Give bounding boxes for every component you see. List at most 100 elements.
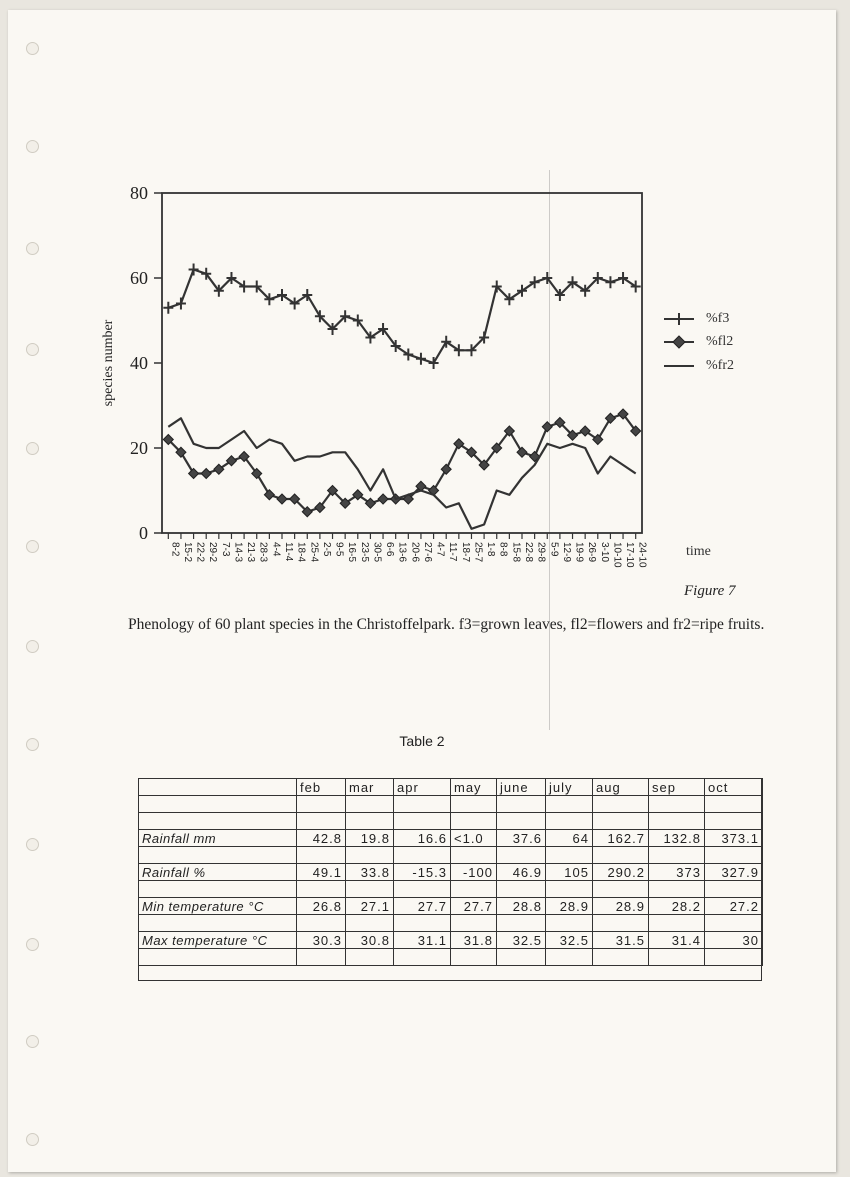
row-label: Min temperature °C: [138, 897, 297, 915]
x-tick-label: 12-9: [561, 542, 572, 562]
point-plus-marker: [479, 331, 490, 344]
y-tick-label: 20: [130, 438, 148, 458]
row-label: Rainfall %: [138, 863, 297, 881]
table-row: Max temperature °C 30.3 30.8 31.1 31.8 3…: [138, 931, 763, 949]
table-cell: 32.5: [496, 931, 546, 949]
point-plus-marker: [277, 289, 287, 301]
punch-hole: [26, 1133, 39, 1146]
point-plus-marker: [213, 284, 224, 297]
legend-label-fl2: %fl2: [706, 334, 734, 349]
table-cell: 28.9: [545, 897, 593, 915]
phenology-line-chart: 0 20 40 60 80 species number 8-2 15-2 22-2 29-2 7-…: [101, 183, 648, 568]
point-plus-marker: [226, 272, 237, 284]
point-diamond-marker: [276, 493, 288, 505]
point-diamond-marker: [301, 506, 313, 518]
legend-markers: [664, 313, 694, 367]
table-cell: 33.8: [345, 863, 394, 881]
point-plus-marker: [314, 310, 325, 323]
legend-label-f3: %f3: [706, 311, 730, 326]
document-page: 0 20 40 60 80 species number 8-2 15-2 22-2 29-2 7-…: [8, 10, 836, 1172]
x-tick-label: 26-9: [586, 542, 597, 562]
x-tick-label: 28-3: [258, 542, 269, 562]
point-diamond-marker: [453, 438, 465, 450]
x-tick-label: 15-2: [182, 542, 193, 562]
point-diamond-marker: [288, 493, 301, 505]
table-cell: 31.8: [450, 931, 497, 949]
spacer-row: [138, 914, 763, 932]
punch-hole: [26, 738, 39, 751]
point-plus-marker: [618, 272, 629, 284]
x-tick-label: 21-3: [245, 542, 256, 562]
x-tick-label: 11-7: [447, 542, 458, 562]
col-header: feb: [296, 778, 346, 796]
y-tick-label: 80: [130, 183, 148, 203]
x-tick-label: 25-7: [472, 542, 483, 562]
table-cell: 31.5: [592, 931, 649, 949]
col-header: aug: [592, 778, 649, 796]
point-plus-marker: [327, 323, 338, 335]
spacer-row: [138, 795, 763, 813]
point-plus-marker: [201, 267, 212, 280]
col-header: mar: [345, 778, 394, 796]
x-tick-label: 9-5: [334, 542, 345, 557]
row-label: Max temperature °C: [138, 931, 297, 949]
point-diamond-marker: [352, 489, 364, 501]
table-cell: 19.8: [345, 829, 394, 847]
x-tick-label: 29-8: [536, 542, 547, 562]
figure-label: Figure 7: [684, 583, 736, 599]
point-plus-marker: [554, 289, 565, 301]
series-line-2: [167, 417, 637, 530]
point-plus-marker: [365, 331, 376, 344]
x-tick-label: 14-3: [232, 542, 243, 562]
paper-crease: [549, 170, 550, 730]
punch-hole: [26, 42, 39, 55]
point-diamond-marker: [617, 408, 629, 420]
punch-hole: [26, 640, 39, 653]
x-tick-label: 18-7: [460, 542, 471, 562]
y-tick-label: 60: [130, 268, 148, 288]
punch-hole: [26, 838, 39, 851]
table-row: Rainfall % 49.1 33.8 -15.3 -100 46.9 105…: [138, 863, 763, 881]
point-plus-marker: [517, 284, 527, 297]
table-cell: -15.3: [393, 863, 451, 881]
table-cell: 27.1: [345, 897, 394, 915]
point-plus-marker: [630, 280, 641, 293]
col-header: july: [545, 778, 593, 796]
table-cell: 31.1: [393, 931, 451, 949]
point-plus-marker: [592, 272, 603, 284]
x-tick-label: 1-8: [485, 542, 496, 557]
table-cell: 30.3: [296, 931, 346, 949]
point-diamond-marker: [339, 497, 351, 509]
table-cell: 105: [545, 863, 593, 881]
x-tick-label: 8-2: [169, 542, 180, 557]
point-diamond-marker: [364, 497, 377, 509]
table-cell: 16.6: [393, 829, 451, 847]
table-cell: 28.2: [648, 897, 705, 915]
row-label: Rainfall mm: [138, 829, 297, 847]
point-diamond-marker: [326, 484, 339, 497]
point-diamond-marker: [175, 446, 187, 458]
table-cell: -100: [450, 863, 497, 881]
point-plus-marker: [302, 289, 313, 301]
table-cell: 27.7: [393, 897, 451, 915]
table-cell: 32.5: [545, 931, 593, 949]
x-tick-label: 22-8: [523, 542, 534, 562]
table-cell: 373: [648, 863, 705, 881]
point-plus-marker: [415, 352, 426, 365]
table-cell: 42.8: [296, 829, 346, 847]
point-plus-marker: [491, 280, 502, 293]
legend-diamond-marker: [672, 335, 686, 349]
x-tick-label: 20-6: [409, 542, 420, 562]
x-tick-label: 11-4: [283, 542, 294, 562]
punch-hole: [26, 242, 39, 255]
table-cell: 28.9: [592, 897, 649, 915]
point-diamond-marker: [440, 463, 452, 475]
point-diamond-marker: [251, 467, 263, 480]
col-header: oct: [704, 778, 763, 796]
x-tick-label: 22-2: [195, 542, 206, 562]
x-tick-label: 5-9: [548, 542, 559, 557]
series-line-0: [167, 268, 637, 365]
punch-hole: [26, 540, 39, 553]
table-cell: 64: [545, 829, 593, 847]
point-diamond-marker: [566, 429, 579, 441]
